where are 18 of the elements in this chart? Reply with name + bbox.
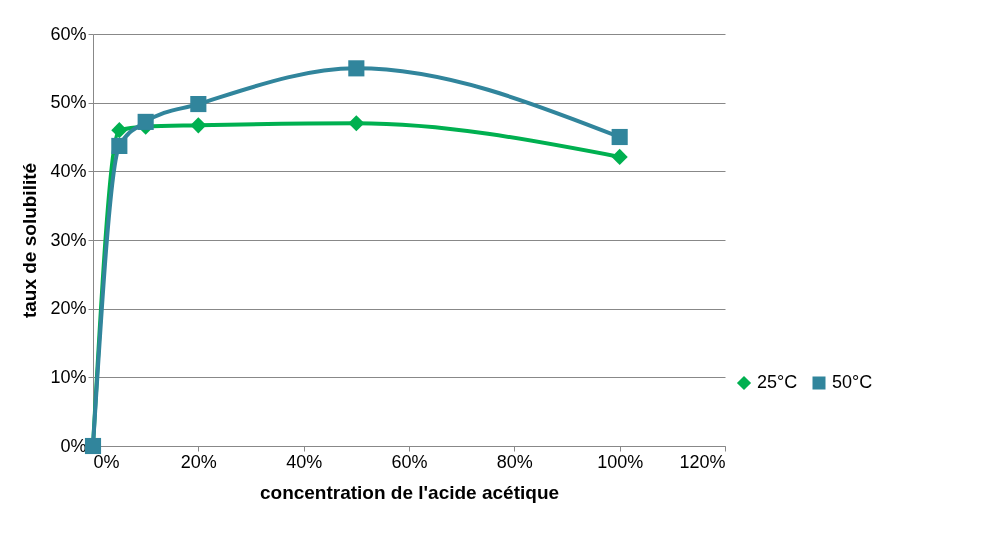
legend-label: 50°C <box>832 372 873 392</box>
y-tick-label: 20% <box>50 298 87 319</box>
x-tick-label: 100% <box>597 451 644 472</box>
x-tick-label: 40% <box>286 451 323 472</box>
x-tick-label: 60% <box>391 451 428 472</box>
x-tick-label: 20% <box>180 451 217 472</box>
y-axis-title: taux de solubilité <box>19 162 41 319</box>
legend-label: 25°C <box>757 372 798 392</box>
y-tick-label: 0% <box>60 435 87 456</box>
y-tick-label: 10% <box>50 366 87 387</box>
x-axis-title: concentration de l'acide acétique <box>259 481 560 503</box>
x-tick-label: 120% <box>679 451 726 472</box>
y-tick-label: 60% <box>50 23 87 44</box>
x-tick-label: 80% <box>496 451 533 472</box>
y-tick-label: 40% <box>50 160 87 181</box>
y-tick-label: 50% <box>50 92 87 113</box>
x-tick-label: 0% <box>93 451 120 472</box>
y-tick-label: 30% <box>50 229 87 250</box>
